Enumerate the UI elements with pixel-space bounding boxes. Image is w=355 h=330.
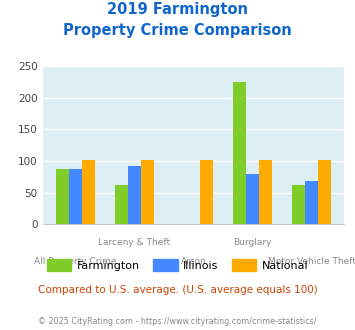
Bar (292, 185, 305, 224)
Bar (305, 181, 318, 224)
Bar (115, 185, 128, 224)
Bar (141, 160, 154, 224)
Bar (128, 166, 141, 224)
Bar (69, 169, 82, 224)
Text: Arson: Arson (181, 257, 206, 266)
Bar (246, 174, 259, 224)
Legend: Farmington, Illinois, National: Farmington, Illinois, National (42, 255, 313, 275)
Text: 2019 Farmington: 2019 Farmington (107, 2, 248, 16)
Text: © 2025 CityRating.com - https://www.cityrating.com/crime-statistics/: © 2025 CityRating.com - https://www.city… (38, 317, 317, 326)
Text: Motor Vehicle Theft: Motor Vehicle Theft (268, 257, 355, 266)
Text: Larceny & Theft: Larceny & Theft (98, 238, 170, 247)
Text: All Property Crime: All Property Crime (34, 257, 116, 266)
Text: Burglary: Burglary (233, 238, 272, 247)
Text: Compared to U.S. average. (U.S. average equals 100): Compared to U.S. average. (U.S. average … (38, 285, 317, 295)
Bar (259, 160, 272, 224)
Bar (200, 160, 213, 224)
Text: Property Crime Comparison: Property Crime Comparison (63, 23, 292, 38)
Bar (233, 82, 246, 224)
Bar (318, 160, 331, 224)
Bar (56, 169, 69, 224)
Bar (82, 160, 95, 224)
